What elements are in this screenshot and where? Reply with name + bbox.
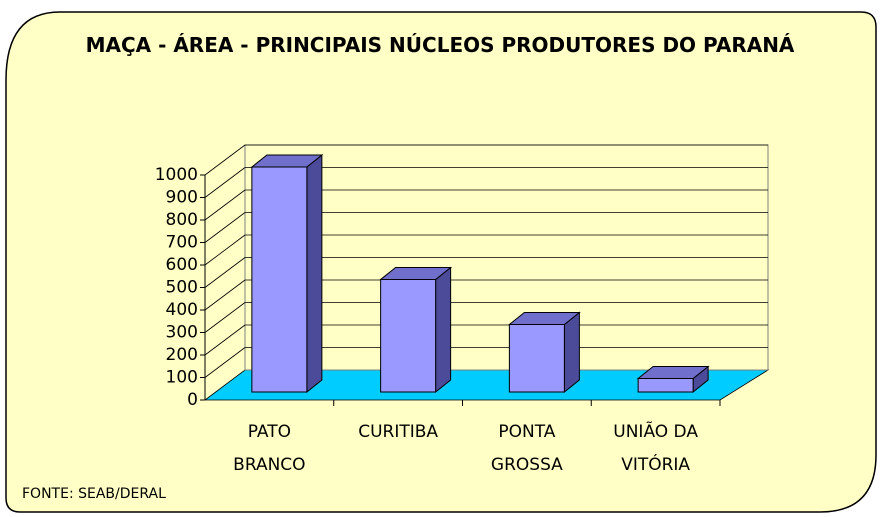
- grid-line: [204, 212, 246, 243]
- y-tick-label: 1000: [155, 165, 198, 185]
- x-tick-label: CURITIBA: [358, 422, 439, 442]
- y-tick-label: 700: [166, 233, 198, 253]
- grid-line: [204, 189, 246, 221]
- y-tick-label: 100: [166, 368, 198, 388]
- bar: [637, 378, 694, 393]
- x-tick-label: PONTA GROSSA: [490, 422, 563, 475]
- y-tick-label: 300: [166, 323, 198, 343]
- bar: [380, 279, 437, 393]
- bar-side: [563, 311, 580, 394]
- y-tick-label: 500: [166, 278, 198, 298]
- source-note: FONTE: SEAB/DERAL: [22, 486, 166, 502]
- y-tick-label: 200: [166, 345, 198, 365]
- y-tick-label: 800: [166, 210, 198, 230]
- grid-line: [204, 144, 246, 176]
- chart-title: MAÇA - ÁREA - PRINCIPAIS NÚCLEOS PRODUTO…: [85, 33, 795, 57]
- y-tick-label: 400: [166, 300, 198, 320]
- grid-line: [204, 279, 246, 311]
- bar: [508, 324, 565, 393]
- grid-line: [204, 324, 246, 356]
- grid-line: [204, 167, 246, 198]
- y-tick-label: 600: [166, 255, 198, 275]
- bar: [251, 166, 308, 393]
- grid-line: [204, 302, 246, 333]
- grid-line: [204, 347, 246, 378]
- grid-line: [204, 257, 246, 288]
- x-tick-label: PATO BRANCO: [233, 422, 306, 475]
- grid-line: [204, 234, 246, 266]
- bar-side: [306, 153, 323, 394]
- bar-side: [435, 266, 452, 394]
- x-tick-label: UNIÃO DA VITÓRIA: [613, 422, 698, 475]
- y-tick-label: 900: [166, 188, 198, 208]
- y-tick-label: 0: [187, 390, 198, 410]
